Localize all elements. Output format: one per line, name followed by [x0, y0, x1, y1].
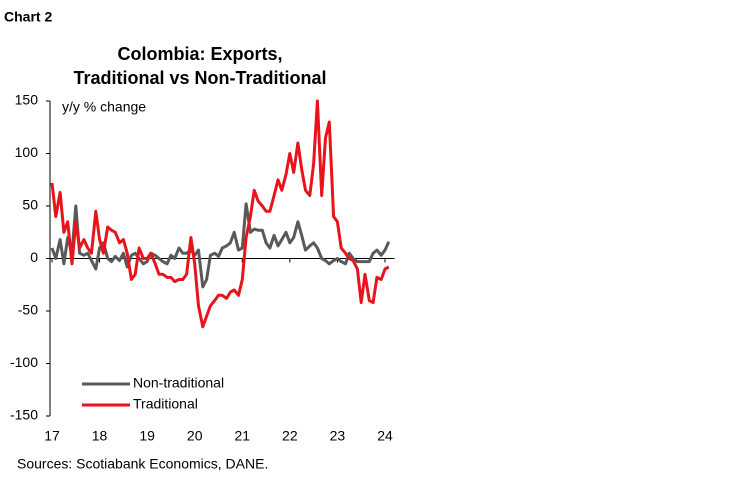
y-tick-label: -100	[10, 354, 38, 370]
y-tick-label: 50	[22, 197, 38, 213]
x-tick-label: 23	[330, 428, 346, 444]
y-tick-label: -50	[18, 302, 38, 318]
legend-label: Non-traditional	[133, 375, 224, 391]
y-tick-label: 0	[30, 249, 38, 265]
series-line	[50, 202, 391, 289]
source-note: Sources: Scotiabank Economics, DANE.	[17, 456, 268, 472]
x-tick-label: 24	[377, 428, 393, 444]
chart-subtitle: Traditional vs Non-Traditional	[73, 68, 326, 88]
x-tick-label: 19	[139, 428, 155, 444]
legend-label: Traditional	[133, 396, 198, 412]
x-tick-label: 18	[92, 428, 108, 444]
x-tick-label: 22	[282, 428, 298, 444]
y-tick-label: 150	[15, 92, 39, 108]
chart-title: Colombia: Exports,	[117, 44, 282, 64]
y-tick-label: -150	[10, 407, 38, 423]
series-line	[50, 99, 390, 329]
x-tick-label: 21	[234, 428, 250, 444]
y-tick-label: 100	[15, 144, 39, 160]
y-axis-label: y/y % change	[62, 99, 146, 115]
chart-label: Chart 2	[4, 9, 52, 25]
x-tick-label: 20	[187, 428, 203, 444]
x-tick-label: 17	[44, 428, 60, 444]
